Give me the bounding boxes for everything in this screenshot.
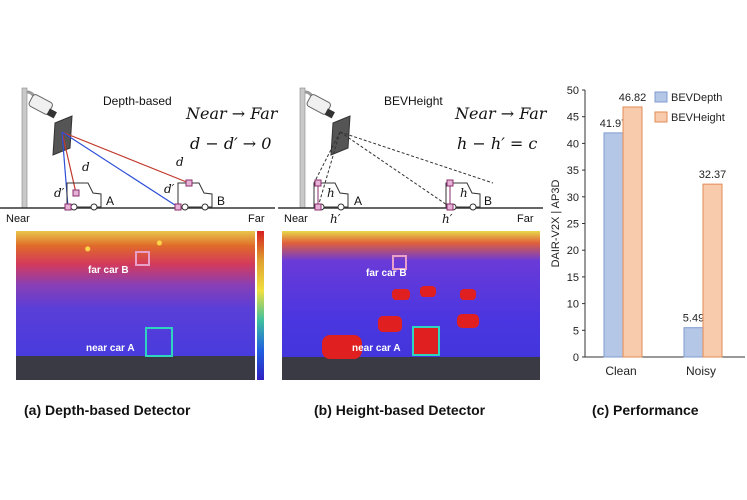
height-near-label: Near (284, 213, 308, 225)
camera-lens (324, 108, 335, 119)
y-tick-label: 0 (573, 352, 579, 364)
depth-near-label: Near (6, 213, 30, 225)
car-a-ground-marker (314, 203, 322, 211)
height-image-road (282, 357, 540, 380)
data-label: 32.37 (699, 169, 727, 181)
car-b-top-marker (446, 179, 454, 187)
bar-BEVDepth-Noisy (683, 327, 704, 358)
depth-far-car-box (135, 251, 150, 266)
bar-BEVHeight-Clean (622, 106, 643, 358)
data-label: 46.82 (619, 92, 647, 104)
height-car-a-label: A (354, 194, 363, 208)
y-tick-label: 25 (567, 219, 579, 231)
depth-eq-2: d − d′ → 0 (190, 134, 272, 153)
pole (21, 87, 28, 209)
legend-label: BEVHeight (671, 112, 725, 124)
y-tick-label: 45 (567, 112, 579, 124)
y-tick-label: 35 (567, 165, 579, 177)
caption-a: (a) Depth-based Detector (24, 402, 191, 418)
red-blob-5 (420, 286, 436, 297)
category-label: Clean (605, 364, 636, 378)
camera-lens (46, 108, 57, 119)
y-tick-label: 5 (573, 325, 579, 337)
y-tick-label: 15 (567, 272, 579, 284)
y-tick-label: 30 (567, 192, 579, 204)
height-h-a: h (327, 186, 335, 200)
height-near-car-box (412, 326, 440, 356)
ray-1 (313, 131, 341, 184)
depth-dprime-a: d′ (54, 186, 65, 200)
car-b-ground-marker (174, 203, 182, 211)
depth-d-a: d (82, 160, 90, 174)
height-title: BEVHeight (384, 94, 443, 108)
red-blob-3 (457, 314, 479, 328)
depth-image-road (16, 356, 255, 380)
height-near-car-label: near car A (352, 343, 401, 354)
ray-3 (339, 131, 494, 184)
y-tick-label: 40 (567, 138, 579, 150)
data-label: 5.49 (683, 313, 704, 325)
caption-b: (b) Height-based Detector (314, 402, 486, 418)
depth-colorbar (257, 231, 264, 380)
depth-eq-1: Near → Far (186, 104, 278, 123)
depth-near-car-label: near car A (86, 343, 135, 354)
height-h-b: h (460, 186, 468, 200)
height-far-car-box (392, 255, 407, 270)
depth-title: Depth-based (103, 94, 172, 108)
car-a-top-marker (72, 189, 80, 197)
height-car-b-label: B (484, 194, 493, 208)
legend-swatch (654, 91, 668, 103)
car-b-top-marker (185, 179, 193, 187)
ray-blue-b (61, 131, 179, 208)
caption-c: (c) Performance (592, 402, 699, 418)
y-tick-label: 10 (567, 299, 579, 311)
car-a-ground-marker (64, 203, 72, 211)
depth-dprime-b: d′ (164, 182, 175, 196)
car-a-top-marker (314, 179, 322, 187)
depth-diagram (0, 87, 275, 211)
ray-red-b (61, 131, 190, 184)
red-blob-6 (460, 289, 476, 300)
ray-4 (339, 131, 451, 208)
depth-far-label: Far (248, 213, 265, 225)
legend-label: BEVDepth (671, 92, 722, 104)
height-diagram (278, 87, 543, 211)
bar-BEVDepth-Clean (603, 132, 624, 358)
height-hprime-b: h′ (442, 212, 453, 226)
depth-near-car-box (145, 327, 173, 357)
y-axis-label: DAIR-V2X | AP3D (550, 180, 562, 268)
y-tick-label: 50 (567, 85, 579, 97)
y-tick-label: 20 (567, 245, 579, 257)
depth-d-b: d (176, 155, 184, 169)
height-far-label: Far (517, 213, 534, 225)
red-blob-4 (392, 289, 410, 300)
car-a-icon (66, 182, 102, 211)
legend-swatch (654, 111, 668, 123)
red-blob-near-car (412, 326, 438, 354)
red-blob-1 (322, 335, 362, 359)
height-image: far car B near car A (282, 231, 540, 380)
category-label: Noisy (686, 364, 716, 378)
bar-BEVHeight-Noisy (702, 183, 723, 358)
depth-far-car-label: far car B (88, 265, 129, 276)
car-b-icon (177, 182, 213, 211)
data-label: 41.97 (600, 118, 628, 130)
performance-chart: 0 5 10 15 20 25 30 35 40 45 50 DAIR-V2X | AP3D 41.97… (550, 85, 745, 378)
red-blob-2 (378, 316, 402, 332)
depth-car-b-label: B (217, 194, 226, 208)
depth-image: far car B near car A (16, 231, 255, 380)
car-b-ground-marker (446, 203, 454, 211)
height-eq-1: Near → Far (455, 104, 547, 123)
height-hprime-a: h′ (330, 212, 341, 226)
pole (299, 87, 306, 209)
height-eq-2: h − h′ = c (457, 134, 538, 153)
image-plane (330, 115, 351, 156)
ray-2 (317, 131, 341, 208)
depth-car-a-label: A (106, 194, 115, 208)
height-far-car-label: far car B (366, 268, 407, 279)
